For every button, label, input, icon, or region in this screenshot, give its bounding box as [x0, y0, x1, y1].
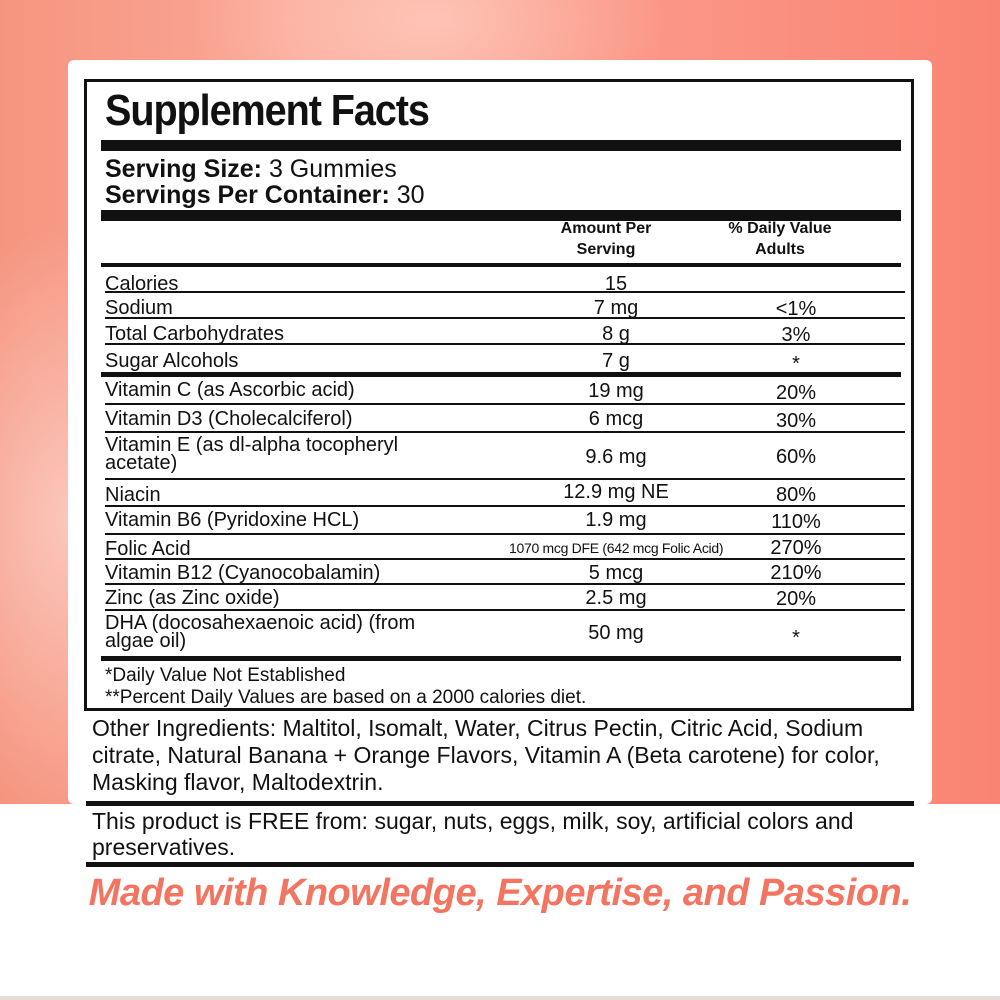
row-rule — [105, 403, 905, 405]
panel-title: Supplement Facts — [105, 86, 430, 135]
nutrient-daily-value: 3% — [781, 324, 811, 346]
free-from-statement: This product is FREE from: sugar, nuts, … — [92, 808, 854, 860]
nutrient-amount: 7 g — [602, 350, 630, 372]
nutrient-name-line1: DHA (docosahexaenoic acid) (from — [105, 612, 416, 634]
nutrient-name: Calories — [105, 273, 179, 295]
footnote-dv-not-established: *Daily Value Not Established — [105, 665, 346, 686]
column-header-daily-value: % Daily Value Adults — [690, 218, 870, 260]
servings-per-container: Servings Per Container: 30 — [105, 182, 425, 208]
column-header-amount: Amount Per Serving — [516, 218, 696, 260]
row-rule — [105, 343, 905, 345]
nutrient-row-sugar-alcohols: Sugar Alcohols 7 g * — [105, 345, 905, 375]
nutrient-amount: 6 mcg — [588, 408, 644, 430]
row-rule — [105, 558, 905, 560]
nutrient-row-vitamin-b12: Vitamin B12 (Cyanocobalamin) 5 mcg 210% — [105, 560, 905, 585]
macro-vitamin-divider — [101, 372, 901, 377]
nutrient-amount: 19 mg — [588, 380, 644, 402]
nutrient-amount: 2.5 mg — [585, 587, 647, 609]
footnote-percent-daily-values: **Percent Daily Values are based on a 20… — [105, 687, 587, 708]
nutrient-row-total-carbohydrates: Total Carbohydrates 8 g 3% — [105, 319, 905, 345]
nutrient-name-line2: algae oil) — [105, 630, 187, 652]
nutrient-amount: 50 mg — [588, 622, 644, 644]
nutrient-amount: 1070 mcg DFE (642 mcg Folic Acid) — [509, 540, 724, 556]
nutrient-name: Vitamin B6 (Pyridoxine HCL) — [105, 509, 360, 531]
serving-size: Serving Size: 3 Gummies — [105, 156, 397, 182]
other-ingredients: Other Ingredients: Maltitol, Isomalt, Wa… — [92, 715, 880, 795]
nutrient-amount: 1.9 mg — [585, 509, 647, 531]
nutrient-name: Niacin — [105, 484, 161, 506]
nutrient-daily-value: * — [792, 627, 800, 649]
nutrient-row-vitamin-d3: Vitamin D3 (Cholecalciferol) 6 mcg 30% — [105, 405, 905, 433]
nutrient-row-vitamin-c: Vitamin C (as Ascorbic acid) 19 mg 20% — [105, 377, 905, 405]
nutrient-row-vitamin-b6: Vitamin B6 (Pyridoxine HCL) 1.9 mg 110% — [105, 507, 905, 535]
nutrient-row-folic-acid: Folic Acid 1070 mcg DFE (642 mcg Folic A… — [105, 535, 905, 560]
nutrient-row-sodium: Sodium 7 mg <1% — [105, 293, 905, 319]
servings-per-container-value: 30 — [396, 181, 425, 209]
nutrient-daily-value: 110% — [771, 511, 821, 533]
servings-per-container-label: Servings Per Container: — [105, 181, 390, 209]
nutrient-daily-value: <1% — [775, 298, 817, 320]
title-divider — [101, 140, 901, 151]
nutrient-name: Total Carbohydrates — [105, 323, 284, 345]
column-header-amount-line2: Serving — [576, 241, 636, 258]
nutrient-row-zinc: Zinc (as Zinc oxide) 2.5 mg 20% — [105, 585, 905, 611]
nutrient-row-vitamin-e: Vitamin E (as dl-alpha tocopheryl acetat… — [105, 433, 905, 480]
nutrient-amount: 9.6 mg — [585, 446, 647, 468]
brand-tagline: Made with Knowledge, Expertise, and Pass… — [88, 872, 912, 914]
row-rule — [105, 478, 905, 480]
nutrient-name: Sugar Alcohols — [105, 350, 239, 372]
supplement-facts-panel: Supplement Facts Serving Size: 3 Gummies… — [84, 79, 914, 711]
nutrient-amount: 5 mcg — [588, 562, 644, 584]
nutrient-amount: 12.9 mg NE — [563, 481, 669, 503]
column-header-dv-line2: Adults — [755, 241, 805, 258]
header-divider — [101, 263, 901, 267]
nutrient-name-line1: Vitamin E (as dl-alpha tocopheryl — [105, 434, 399, 456]
serving-divider — [101, 210, 901, 221]
row-rule — [105, 431, 905, 433]
nutrient-name-line2: acetate) — [105, 452, 178, 474]
row-rule — [105, 583, 905, 585]
nutrient-daily-value: 210% — [770, 562, 822, 584]
nutrient-row-dha: DHA (docosahexaenoic acid) (from algae o… — [105, 611, 905, 655]
nutrient-amount: 8 g — [602, 323, 630, 345]
row-rule — [105, 533, 905, 535]
footnote-divider — [101, 656, 901, 661]
free-from-divider — [86, 862, 914, 867]
nutrient-name: Vitamin B12 (Cyanocobalamin) — [105, 562, 381, 584]
nutrient-amount: 7 mg — [593, 297, 639, 319]
nutrient-name: Zinc (as Zinc oxide) — [105, 587, 280, 609]
nutrient-amount: 15 — [604, 273, 628, 295]
nutrient-name: Vitamin D3 (Cholecalciferol) — [105, 408, 353, 430]
nutrient-name: Sodium — [105, 297, 173, 319]
serving-size-value: 3 Gummies — [268, 155, 397, 183]
bottom-border — [0, 996, 1000, 1000]
column-header-amount-line1: Amount Per — [560, 220, 652, 237]
column-header-dv-line1: % Daily Value — [728, 220, 832, 237]
nutrient-daily-value: * — [792, 353, 800, 375]
nutrient-name: Vitamin C (as Ascorbic acid) — [105, 379, 355, 401]
serving-size-label: Serving Size: — [105, 155, 262, 183]
row-rule — [105, 609, 905, 611]
background-white-band — [0, 804, 1000, 1000]
nutrient-row-niacin: Niacin 12.9 mg NE 80% — [105, 480, 905, 507]
nutrient-name: Folic Acid — [105, 538, 191, 560]
nutrient-daily-value: 80% — [775, 484, 817, 506]
nutrient-daily-value: 20% — [775, 588, 817, 610]
nutrient-daily-value: 20% — [775, 382, 817, 404]
ingredients-divider — [86, 801, 914, 806]
row-rule — [105, 291, 905, 293]
nutrient-daily-value: 270% — [770, 537, 822, 559]
nutrient-daily-value: 30% — [775, 410, 817, 432]
nutrient-row-calories: Calories 15 — [105, 267, 905, 295]
row-rule — [105, 505, 905, 507]
nutrient-daily-value: 60% — [775, 446, 817, 468]
row-rule — [105, 317, 905, 319]
